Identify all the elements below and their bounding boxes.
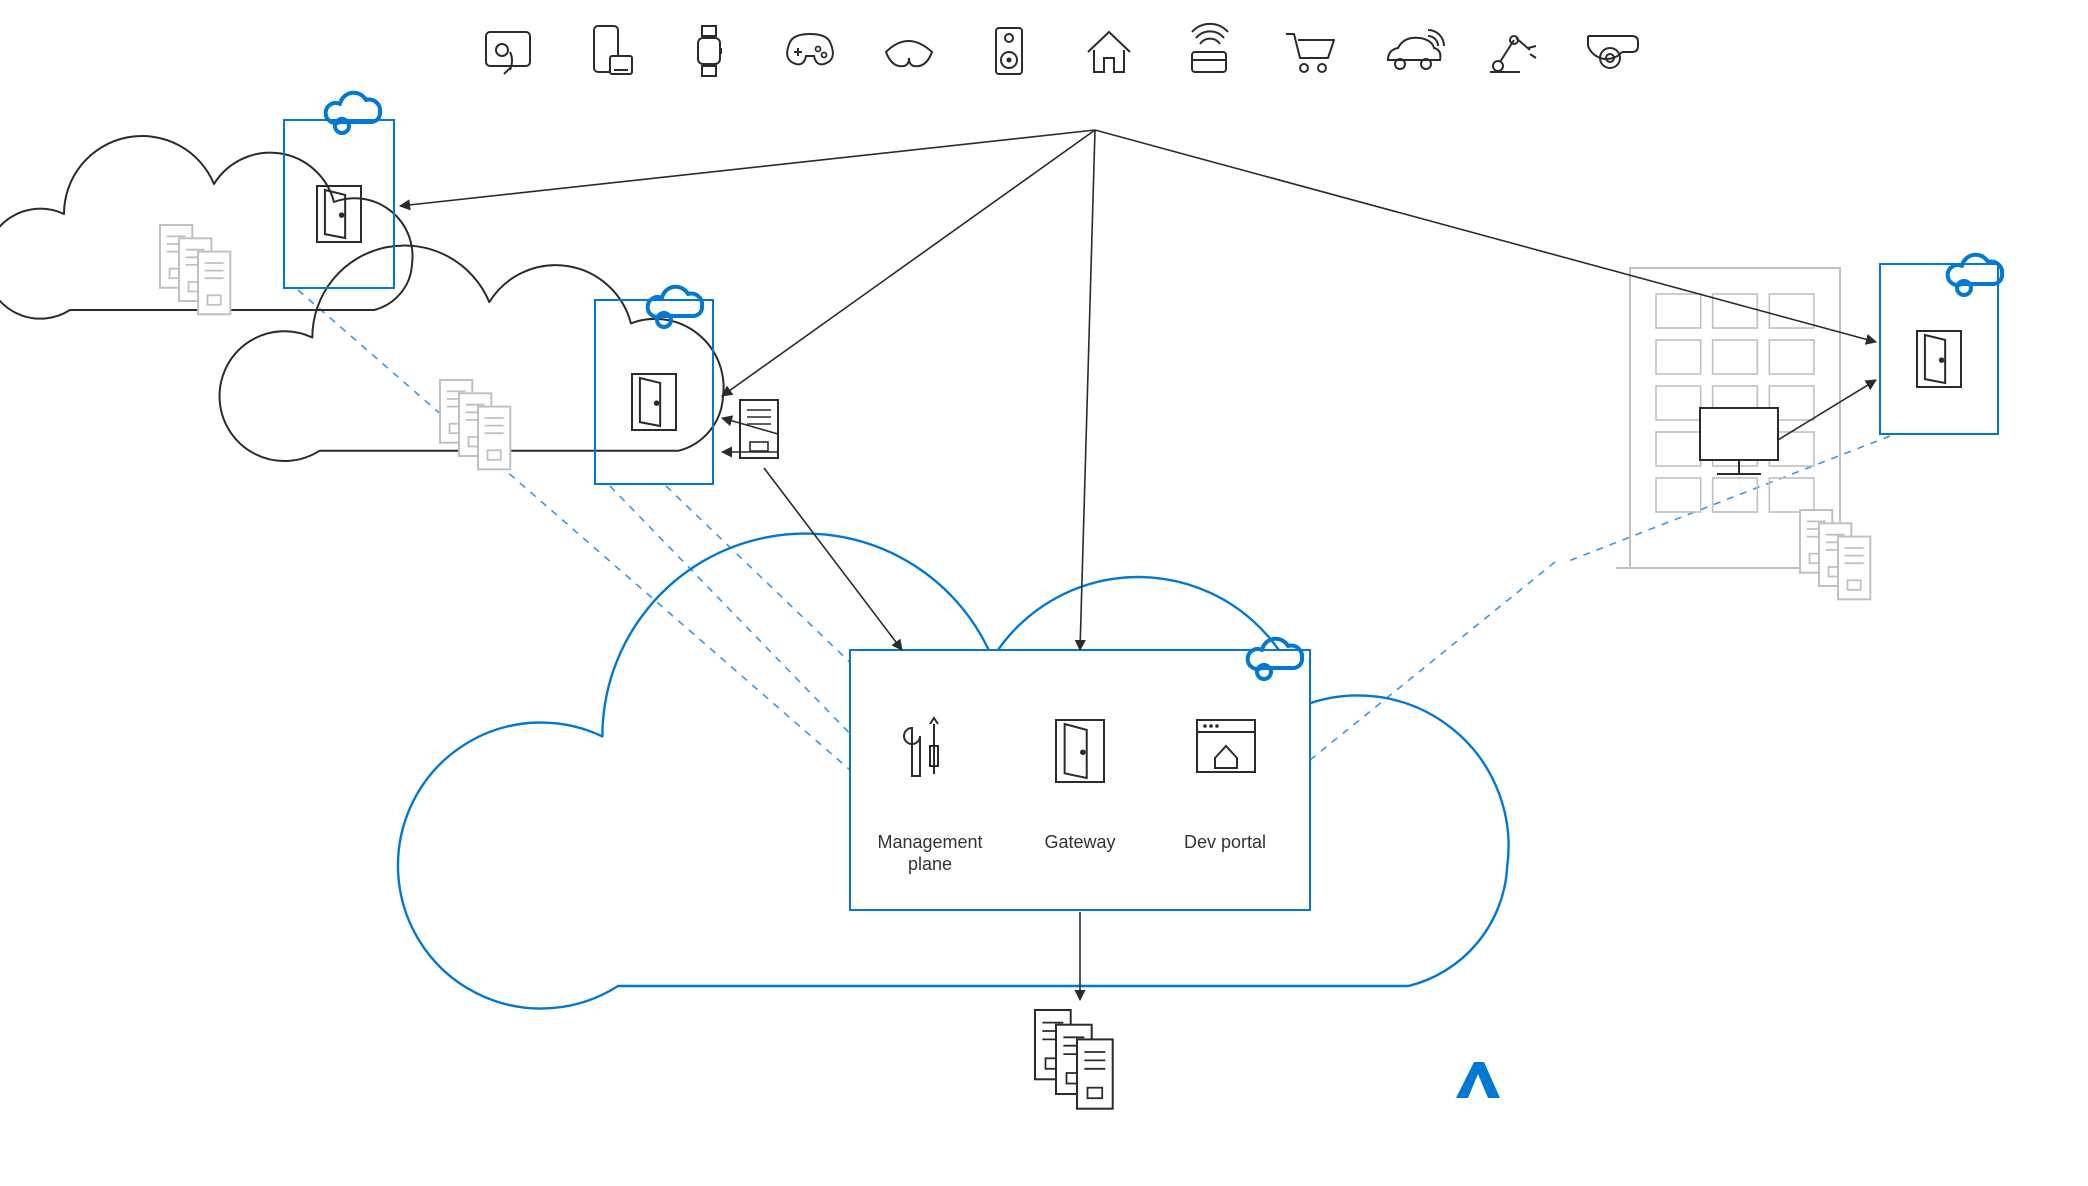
server-cluster-3 — [1800, 510, 1870, 599]
gw-right — [1880, 264, 1998, 434]
arrow — [1080, 130, 1095, 650]
door-icon — [632, 374, 676, 430]
cloud-badge-icon — [1948, 255, 2002, 295]
label-gateway: Gateway — [1010, 832, 1150, 854]
door-icon — [317, 186, 361, 242]
label-portal: Dev portal — [1155, 832, 1295, 854]
shopping-cart-icon — [1280, 22, 1336, 78]
arrow — [764, 468, 902, 650]
touch-tablet-icon — [480, 22, 536, 78]
arrow — [1778, 380, 1876, 440]
vr-headset-icon — [880, 22, 936, 78]
server-cluster-0 — [160, 225, 230, 314]
car-icon — [1380, 22, 1444, 78]
security-camera-icon — [1580, 22, 1638, 78]
server-cluster-1 — [440, 380, 510, 469]
speaker-icon — [980, 22, 1036, 78]
phone-icon — [580, 22, 636, 78]
robot-arm-icon — [1480, 22, 1536, 78]
arrow — [1095, 130, 1876, 342]
gamepad-icon — [780, 22, 836, 78]
dashed-connector — [610, 486, 858, 742]
cloud-badge-icon — [326, 93, 380, 133]
monitor-icon — [1700, 408, 1778, 474]
label-mgmt: Managementplane — [860, 832, 1000, 875]
server-cluster-2 — [1035, 1010, 1113, 1109]
gw-mid-left — [595, 300, 713, 484]
payment-terminal-icon — [1180, 22, 1236, 78]
smartwatch-icon — [680, 22, 736, 78]
door-icon — [1917, 331, 1961, 387]
arrow — [400, 130, 1095, 206]
dashed-connector — [1310, 558, 1560, 760]
azure-logo-icon — [1456, 1062, 1500, 1098]
home-icon — [1080, 22, 1136, 78]
arrow — [722, 130, 1095, 396]
dashed-connector — [298, 290, 850, 770]
